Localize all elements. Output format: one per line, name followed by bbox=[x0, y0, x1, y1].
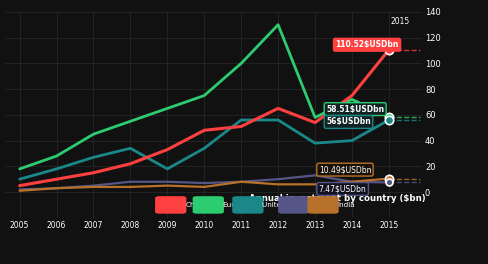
FancyBboxPatch shape bbox=[307, 196, 339, 214]
Text: United States: United States bbox=[263, 202, 311, 208]
FancyBboxPatch shape bbox=[278, 196, 309, 214]
Text: Europe: Europe bbox=[223, 202, 248, 208]
FancyBboxPatch shape bbox=[232, 196, 264, 214]
Text: 110.52$USDbn: 110.52$USDbn bbox=[335, 40, 399, 49]
Text: Brazil: Brazil bbox=[308, 202, 328, 208]
Text: 58.51$USDbn: 58.51$USDbn bbox=[326, 105, 384, 114]
FancyBboxPatch shape bbox=[193, 196, 224, 214]
Text: Annual investment by country ($bn): Annual investment by country ($bn) bbox=[249, 194, 426, 203]
Text: 56$USDbn: 56$USDbn bbox=[326, 117, 371, 126]
Text: 7.47$USDbn: 7.47$USDbn bbox=[319, 185, 366, 194]
FancyBboxPatch shape bbox=[155, 196, 186, 214]
Text: India: India bbox=[337, 202, 355, 208]
Text: China: China bbox=[185, 202, 205, 208]
Text: 10.49$USDbn: 10.49$USDbn bbox=[319, 165, 371, 174]
Text: 2015: 2015 bbox=[391, 17, 410, 26]
